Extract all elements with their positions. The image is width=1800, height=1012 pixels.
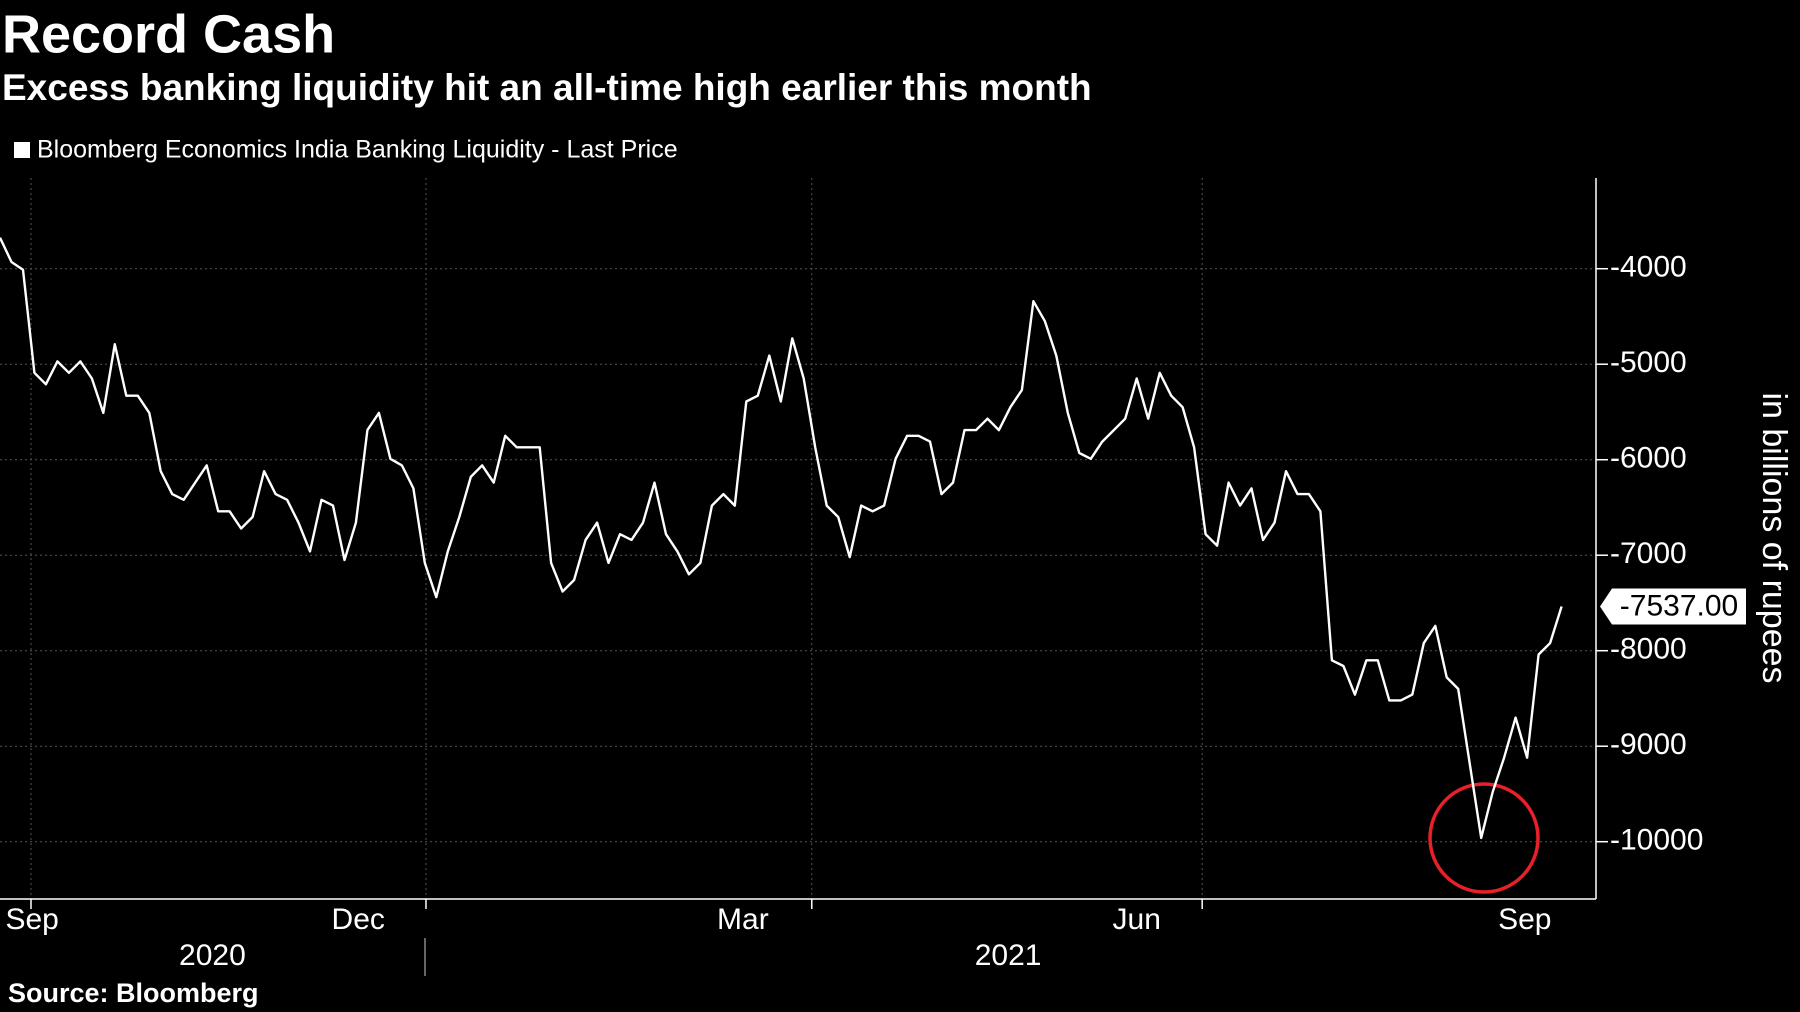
legend-swatch	[14, 142, 30, 158]
y-tick-label: -5000	[1610, 346, 1687, 379]
year-label: 2020	[179, 939, 246, 972]
y-tick-label: -8000	[1610, 633, 1687, 666]
x-tick-label: Jun	[1113, 903, 1161, 936]
chart-title: Record Cash	[2, 4, 335, 64]
x-tick-label: Sep	[5, 903, 58, 936]
line	[0, 237, 1563, 840]
source: Source: Bloomberg	[8, 978, 259, 1008]
year-label: 2021	[975, 939, 1042, 972]
value-tag-label: -7537.00	[1620, 589, 1738, 622]
value-tag	[1600, 588, 1746, 625]
x-tick-label: Dec	[332, 903, 385, 936]
y-tick-label: -9000	[1610, 728, 1687, 761]
y-tick-label: -10000	[1610, 824, 1703, 857]
y-axis-label: in billions of rupees	[1755, 392, 1793, 683]
x-tick-label: Sep	[1498, 903, 1551, 936]
y-tick-label: -7000	[1610, 537, 1687, 570]
chart-subtitle: Excess banking liquidity hit an all-time…	[2, 67, 1092, 108]
y-tick-label: -4000	[1610, 251, 1687, 284]
x-tick-label: Mar	[717, 903, 769, 936]
highlight-circle	[1428, 782, 1540, 894]
legend-label: Bloomberg Economics India Banking Liquid…	[37, 136, 678, 164]
y-tick-label: -6000	[1610, 442, 1687, 475]
